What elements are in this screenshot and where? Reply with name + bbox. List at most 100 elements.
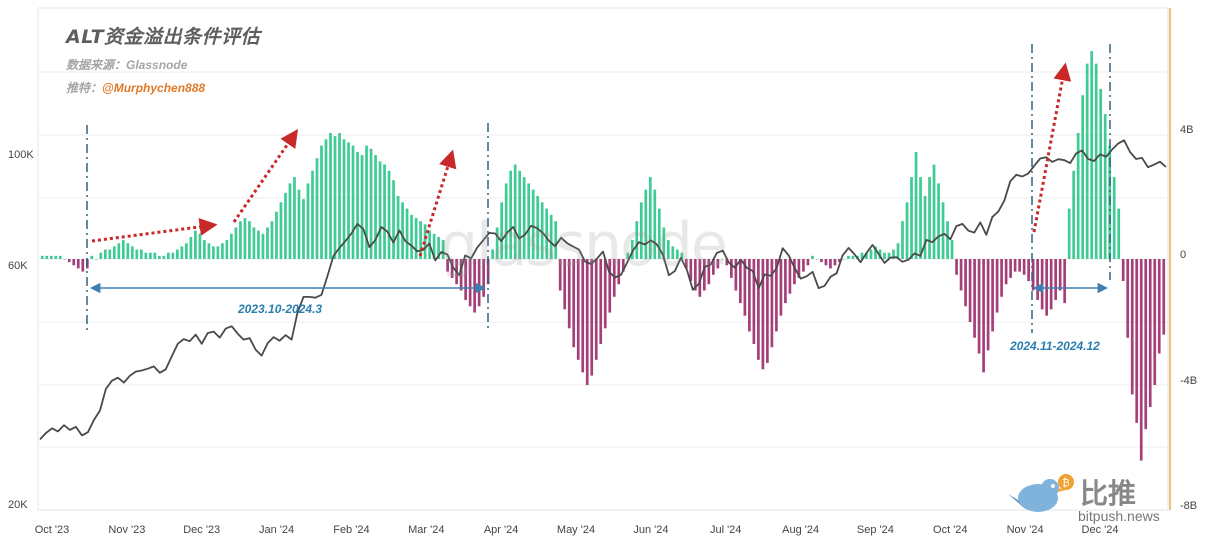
flow-bar	[94, 259, 98, 260]
flow-bar	[329, 133, 332, 259]
flow-bar	[248, 221, 251, 259]
flow-bar	[946, 221, 949, 259]
x-tick-label: Sep '24	[857, 524, 894, 536]
flow-bar	[666, 240, 670, 259]
flow-bar	[599, 259, 603, 345]
annotation-period-2: 2024.11-2024.12	[1010, 339, 1100, 353]
trend-arrow	[1032, 62, 1072, 233]
flow-bar	[851, 255, 855, 259]
flow-bar	[450, 259, 454, 278]
x-tick-label: Dec '24	[1082, 524, 1119, 536]
flow-bar	[194, 230, 197, 259]
flow-bar	[63, 259, 67, 260]
brand-url[interactable]: bitpush.news	[1078, 508, 1160, 524]
flow-bar	[964, 259, 967, 307]
flow-bar	[387, 170, 391, 259]
flow-bar	[716, 259, 720, 269]
price-line-group	[39, 139, 1167, 441]
flow-bar	[67, 259, 71, 263]
flow-bar	[986, 259, 990, 351]
flow-bar	[594, 259, 598, 360]
flow-bar	[1013, 259, 1017, 272]
flow-bar	[671, 246, 675, 259]
flow-bar	[81, 259, 85, 272]
flow-bar	[554, 221, 558, 259]
author-handle[interactable]: @Murphychen888	[102, 81, 206, 95]
flow-bar	[621, 259, 625, 272]
flow-bar	[527, 183, 531, 259]
flow-bar	[617, 259, 621, 285]
flow-bar	[212, 246, 215, 259]
flow-bar	[1162, 259, 1166, 335]
flow-bar	[432, 233, 436, 259]
flow-bar	[775, 259, 778, 332]
flow-bar	[901, 221, 904, 259]
flow-bar	[1022, 259, 1026, 275]
flow-bar	[252, 227, 256, 259]
flow-bar	[910, 177, 913, 259]
flow-bar	[509, 170, 513, 259]
flow-bar	[959, 259, 963, 291]
flow-bar	[721, 259, 724, 260]
flow-bar	[162, 255, 166, 259]
x-tick-label: Nov '24	[1007, 524, 1044, 536]
flow-bar	[1139, 259, 1143, 461]
flow-bar	[1130, 259, 1134, 395]
flow-bar	[302, 199, 305, 259]
header: ALT资金溢出条件评估 数据来源：Glassnode 推特：@Murphyche…	[66, 22, 260, 96]
flow-bar	[1036, 259, 1039, 300]
flow-bar	[369, 148, 373, 259]
flow-bar	[748, 259, 751, 332]
flow-bar	[1085, 63, 1089, 260]
flow-bar	[784, 259, 787, 304]
flow-bar	[874, 246, 877, 259]
flow-bar	[838, 259, 841, 263]
flow-bar	[374, 155, 377, 259]
flow-bar	[653, 189, 657, 259]
flow-bar	[1004, 259, 1008, 285]
flow-bar	[1031, 259, 1035, 291]
flow-bar	[45, 255, 49, 259]
flow-bar	[117, 243, 121, 259]
flow-bar	[833, 259, 837, 266]
flow-bar	[639, 202, 643, 259]
flow-bar	[396, 196, 400, 259]
flow-bar	[770, 259, 774, 348]
right-tick-label: 0	[1180, 249, 1186, 261]
flow-bar	[1117, 208, 1121, 259]
flow-bar	[567, 259, 571, 329]
flow-bar	[491, 249, 494, 259]
flow-bar	[112, 246, 116, 259]
period-markers	[86, 44, 1111, 333]
flow-bar	[360, 155, 364, 259]
flow-bar	[802, 259, 805, 272]
flow-bar	[139, 249, 143, 259]
flow-bar	[757, 259, 760, 360]
flow-bar	[887, 252, 891, 259]
flow-bar	[536, 196, 540, 259]
flow-bar	[58, 255, 62, 259]
flow-bar	[149, 252, 152, 259]
x-tick-label: Aug '24	[782, 524, 819, 536]
flow-bar	[1135, 259, 1139, 423]
flow-bar	[414, 218, 418, 259]
flow-bar	[423, 224, 427, 259]
flow-bar	[847, 255, 850, 259]
flow-bar	[937, 183, 940, 259]
flow-bar	[315, 158, 319, 259]
x-tick-label: Oct '24	[933, 524, 968, 536]
flow-bar	[284, 192, 287, 259]
flow-bar	[1090, 51, 1094, 259]
flow-bar	[1144, 259, 1148, 430]
flow-bar	[558, 259, 562, 291]
trend-arrow	[232, 129, 299, 223]
flow-bar	[842, 259, 846, 260]
flow-bar	[991, 259, 994, 332]
flow-bar	[477, 259, 481, 307]
flow-bar	[446, 259, 449, 272]
flow-bar	[766, 259, 769, 363]
flow-bar	[189, 236, 193, 259]
flow-bar	[590, 259, 594, 376]
brand-logo[interactable]: ₿ 比推 bitpush.news	[1008, 468, 1198, 528]
flow-bar	[392, 180, 395, 259]
